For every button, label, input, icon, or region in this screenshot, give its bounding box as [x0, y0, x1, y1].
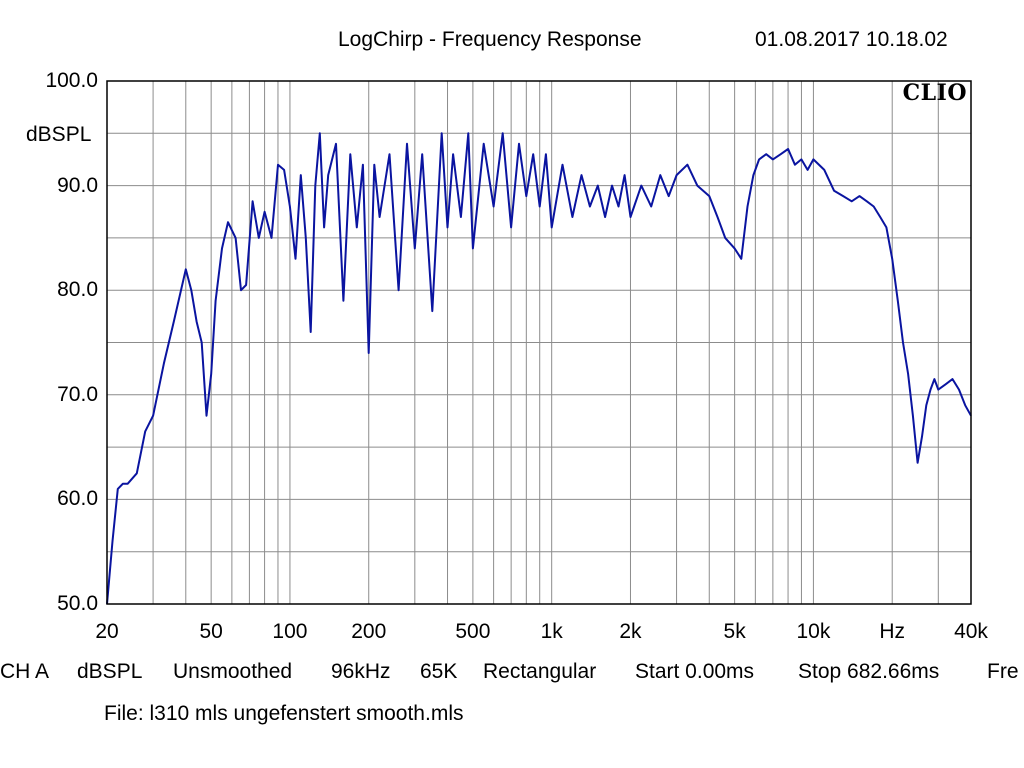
status-window: Rectangular — [483, 660, 597, 683]
file-label: File: l310 mls ungefenstert smooth.mls — [104, 702, 464, 725]
status-sample-rate: 96kHz — [331, 660, 391, 683]
status-channel: CH A — [0, 660, 50, 683]
plot-frame — [106, 80, 972, 605]
chart-title: LogChirp - Frequency Response — [338, 28, 642, 51]
x-tick-label: 200 — [351, 620, 387, 643]
y-tick-label: 100.0 — [45, 69, 98, 92]
x-tick-label: 100 — [272, 620, 308, 643]
x-tick-label: 2k — [619, 620, 642, 643]
status-frequency: Fre — [987, 660, 1019, 683]
status-size: 65K — [420, 660, 458, 683]
status-unit: dBSPL — [77, 660, 143, 683]
status-start: Start 0.00ms — [635, 660, 755, 683]
x-tick-label: 5k — [723, 620, 746, 643]
x-tick-label: 1k — [540, 620, 563, 643]
y-axis-unit: dBSPL — [26, 123, 92, 146]
status-smoothing: Unsmoothed — [173, 660, 293, 683]
frequency-response-curve — [106, 132, 972, 605]
y-tick-label: 70.0 — [57, 382, 98, 406]
measurement-datetime: 01.08.2017 10.18.02 — [755, 28, 948, 51]
y-tick-label: 80.0 — [57, 278, 98, 302]
x-tick-label: 500 — [455, 620, 491, 643]
x-tick-label: 20 — [95, 620, 119, 643]
status-stop: Stop 682.66ms — [798, 660, 940, 683]
x-tick-label: 40k — [954, 620, 988, 643]
y-tick-label: 90.0 — [57, 173, 98, 197]
y-tick-label: 60.0 — [57, 487, 98, 511]
clio-logo: CLIO — [902, 80, 967, 106]
y-tick-label: 50.0 — [57, 592, 98, 615]
grid-lines — [106, 80, 972, 605]
x-tick-label: 50 — [199, 620, 223, 643]
x-tick-label: 10k — [796, 620, 831, 643]
x-tick-label: Hz — [879, 620, 906, 643]
